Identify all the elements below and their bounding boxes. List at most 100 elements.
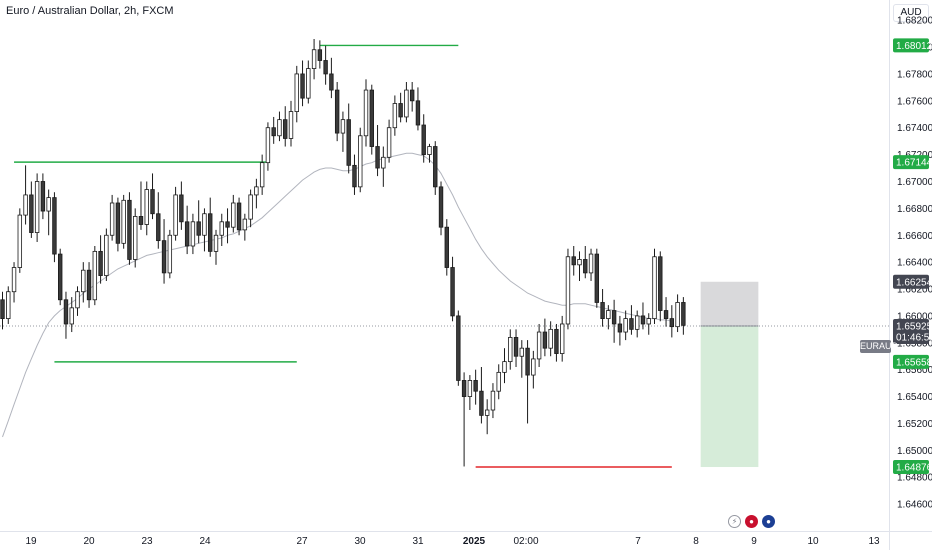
candle	[508, 329, 513, 370]
candle-body	[317, 49, 323, 61]
candle-body	[259, 162, 265, 188]
candle-body	[265, 127, 271, 164]
candle-body	[81, 269, 86, 293]
candle	[231, 194, 236, 233]
candle-body	[6, 291, 11, 320]
candle-body	[231, 202, 236, 228]
candle-body	[104, 234, 109, 276]
candle	[681, 297, 686, 335]
candle-body	[508, 337, 513, 363]
price-tick-label: 1.64800	[897, 473, 932, 484]
candle	[669, 305, 675, 338]
candle	[265, 122, 271, 171]
candle	[323, 45, 328, 85]
candle-body	[513, 337, 519, 357]
currency-unit-button[interactable]: AUD	[893, 4, 929, 22]
candle-body	[444, 226, 449, 268]
candle-body	[646, 318, 651, 325]
candle-body	[121, 199, 126, 244]
candle	[404, 82, 409, 123]
candle-body	[658, 256, 663, 311]
time-tick-label: 02:00	[513, 536, 538, 547]
candle-body	[98, 250, 103, 276]
candle-body	[421, 124, 426, 155]
candle	[427, 143, 432, 163]
price-tick-label: 1.65000	[897, 446, 932, 457]
candle-body	[681, 302, 686, 326]
candle	[421, 114, 426, 163]
candle-body	[375, 146, 380, 169]
candle-body	[502, 361, 507, 373]
candle	[381, 146, 386, 187]
candle-body	[438, 186, 444, 228]
candle-body	[190, 221, 196, 247]
candle	[484, 399, 490, 435]
candle-body	[300, 73, 305, 99]
candle	[479, 366, 484, 424]
candle-body	[398, 103, 403, 118]
candle	[254, 178, 259, 209]
flag-au-icon[interactable]: ●	[745, 515, 758, 528]
candle-body	[409, 89, 415, 102]
candle-body	[271, 127, 276, 137]
candle	[675, 294, 680, 333]
candle-body	[311, 49, 317, 69]
candle	[11, 262, 17, 303]
price-badge-label: 1.66254	[896, 277, 932, 288]
candle-body	[225, 221, 230, 228]
time-tick-label: 9	[751, 536, 757, 547]
candle	[52, 192, 57, 263]
candle-body	[484, 409, 490, 416]
candle	[306, 60, 311, 104]
candle	[86, 262, 92, 308]
candle-body	[69, 307, 74, 325]
candle-body	[606, 310, 611, 320]
candle-body	[473, 380, 478, 392]
candle	[392, 95, 398, 136]
candle	[63, 291, 69, 339]
candle	[248, 189, 253, 228]
candle-body	[334, 89, 340, 134]
candle	[375, 125, 380, 177]
candle-body	[358, 135, 363, 188]
candle-body	[669, 318, 675, 328]
candle	[606, 305, 611, 330]
candle	[23, 165, 28, 225]
price-badge-label: 1.65658	[896, 357, 932, 368]
price-axis-ticks: 1.682001.680001.678001.676001.674001.672…	[897, 16, 932, 511]
candle-body	[40, 181, 46, 212]
candle-body	[571, 256, 576, 266]
candle	[663, 297, 669, 327]
candle-body	[213, 234, 219, 252]
candle	[236, 197, 242, 236]
candle	[542, 318, 548, 357]
candle	[144, 181, 149, 236]
candle-body	[404, 89, 409, 118]
candle	[571, 246, 576, 276]
price-tick-label: 1.66200	[897, 285, 932, 296]
ma-line	[2, 152, 672, 438]
price-tick-label: 1.65400	[897, 392, 932, 403]
candle-body	[652, 256, 657, 319]
lightning-icon[interactable]: ⚡	[728, 515, 741, 528]
candle-body	[594, 253, 600, 303]
price-tick-label: 1.68200	[897, 16, 932, 27]
candle	[519, 340, 524, 378]
candle	[0, 291, 5, 330]
candle-body	[109, 202, 115, 236]
flag-eu-icon[interactable]: ●	[762, 515, 775, 528]
candle-body	[433, 146, 438, 188]
price-badge: 1.66254	[893, 274, 932, 289]
candle	[525, 340, 530, 424]
candle-body	[583, 259, 588, 274]
candle	[652, 248, 657, 324]
candle-body	[467, 380, 473, 397]
candle-body	[559, 323, 565, 354]
candle	[415, 87, 421, 131]
candle	[531, 350, 536, 389]
candle	[317, 40, 323, 69]
candle	[133, 208, 138, 268]
candle	[623, 310, 628, 341]
time-tick-label: 30	[354, 536, 366, 547]
